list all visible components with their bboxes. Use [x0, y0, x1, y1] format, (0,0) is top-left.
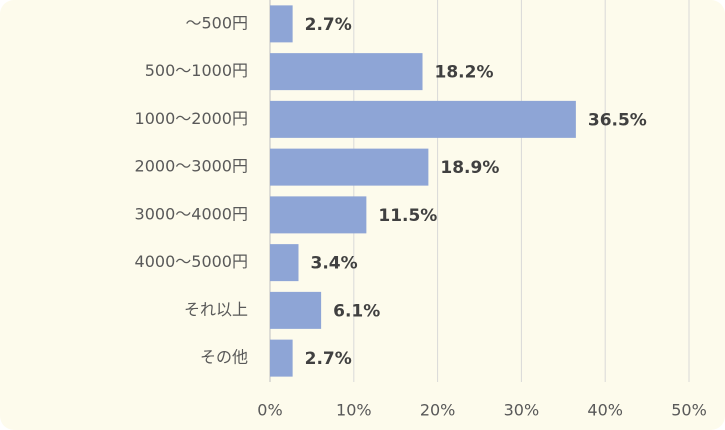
data-label: 2.7%: [305, 349, 352, 369]
data-label: 6.1%: [333, 301, 380, 321]
data-label: 11.5%: [378, 206, 437, 226]
y-tick-label: 500～1000円: [145, 61, 248, 80]
y-tick-label: それ以上: [184, 300, 248, 319]
bar: [270, 53, 423, 91]
y-tick-label: ～500円: [185, 13, 248, 32]
data-label: 18.9%: [440, 158, 499, 178]
x-tick-label: 0%: [257, 401, 282, 420]
x-tick-label: 10%: [336, 401, 372, 420]
bar: [270, 291, 322, 329]
y-tick-label: 2000～3000円: [135, 157, 248, 176]
bar: [270, 244, 299, 282]
y-tick-label: その他: [200, 348, 248, 367]
data-label: 36.5%: [588, 110, 647, 130]
bar: [270, 196, 367, 234]
data-label: 18.2%: [435, 63, 494, 83]
y-tick-label: 3000～4000円: [135, 204, 248, 223]
data-label: 2.7%: [305, 15, 352, 35]
x-tick-label: 50%: [671, 401, 707, 420]
y-tick-label: 4000～5000円: [135, 252, 248, 271]
bar: [270, 100, 576, 138]
x-tick-label: 30%: [504, 401, 540, 420]
bar: [270, 148, 429, 186]
data-label: 3.4%: [310, 254, 357, 274]
bar: [270, 5, 293, 43]
x-tick-label: 20%: [420, 401, 456, 420]
y-tick-label: 1000～2000円: [135, 109, 248, 128]
bar: [270, 339, 293, 377]
x-tick-label: 40%: [587, 401, 623, 420]
